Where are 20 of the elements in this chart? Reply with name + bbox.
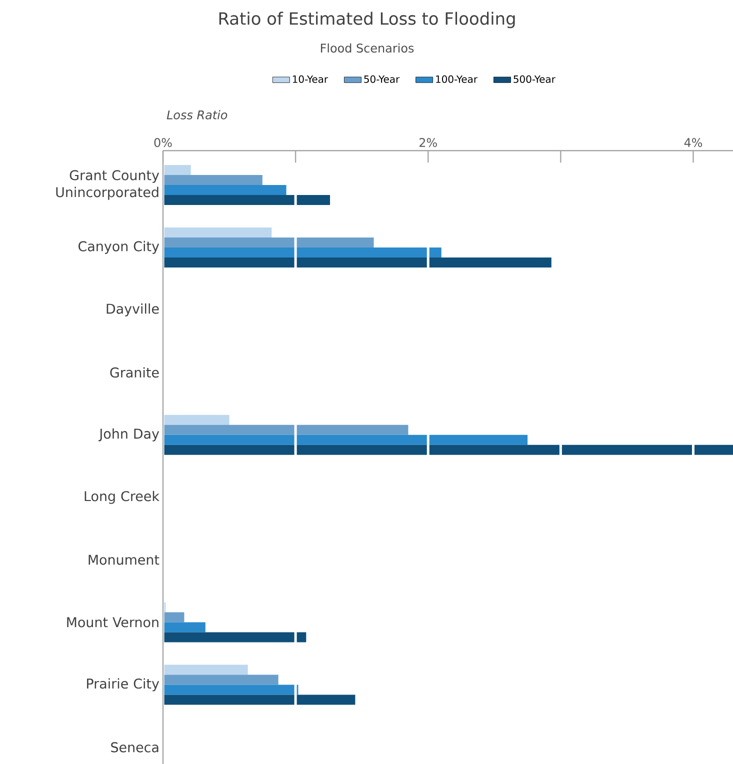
x-tick-label: 4% — [684, 138, 702, 148]
legend-label: 10-Year — [292, 75, 328, 83]
y-tick-label: Grant County Unincorporated — [56, 170, 160, 200]
chart-title: Ratio of Estimated Loss to Flooding — [219, 12, 515, 28]
y-tick-label: Canyon City — [78, 240, 160, 254]
y-tick-label: Mount Vernon — [67, 617, 158, 628]
y-tick-label: Dayville — [106, 303, 159, 316]
chart-subtitle: Flood Scenarios — [320, 43, 414, 53]
y-tick-label: Granite — [110, 367, 159, 378]
y-tick-label: Monument — [88, 554, 160, 565]
y-tick-label: Prairie City — [87, 678, 160, 692]
legend-label: 500-Year — [514, 75, 556, 83]
y-tick-label: Seneca — [111, 742, 158, 752]
y-tick-label: John Day — [98, 428, 160, 442]
legend-label: 50-Year — [364, 75, 400, 83]
y-tick-label: Long Creek — [84, 490, 160, 504]
x-axis-title: Loss Ratio — [166, 110, 228, 120]
x-tick-label: 2% — [420, 138, 437, 148]
x-tick-label: 0% — [154, 138, 172, 148]
legend-label: 100-Year — [436, 75, 478, 83]
